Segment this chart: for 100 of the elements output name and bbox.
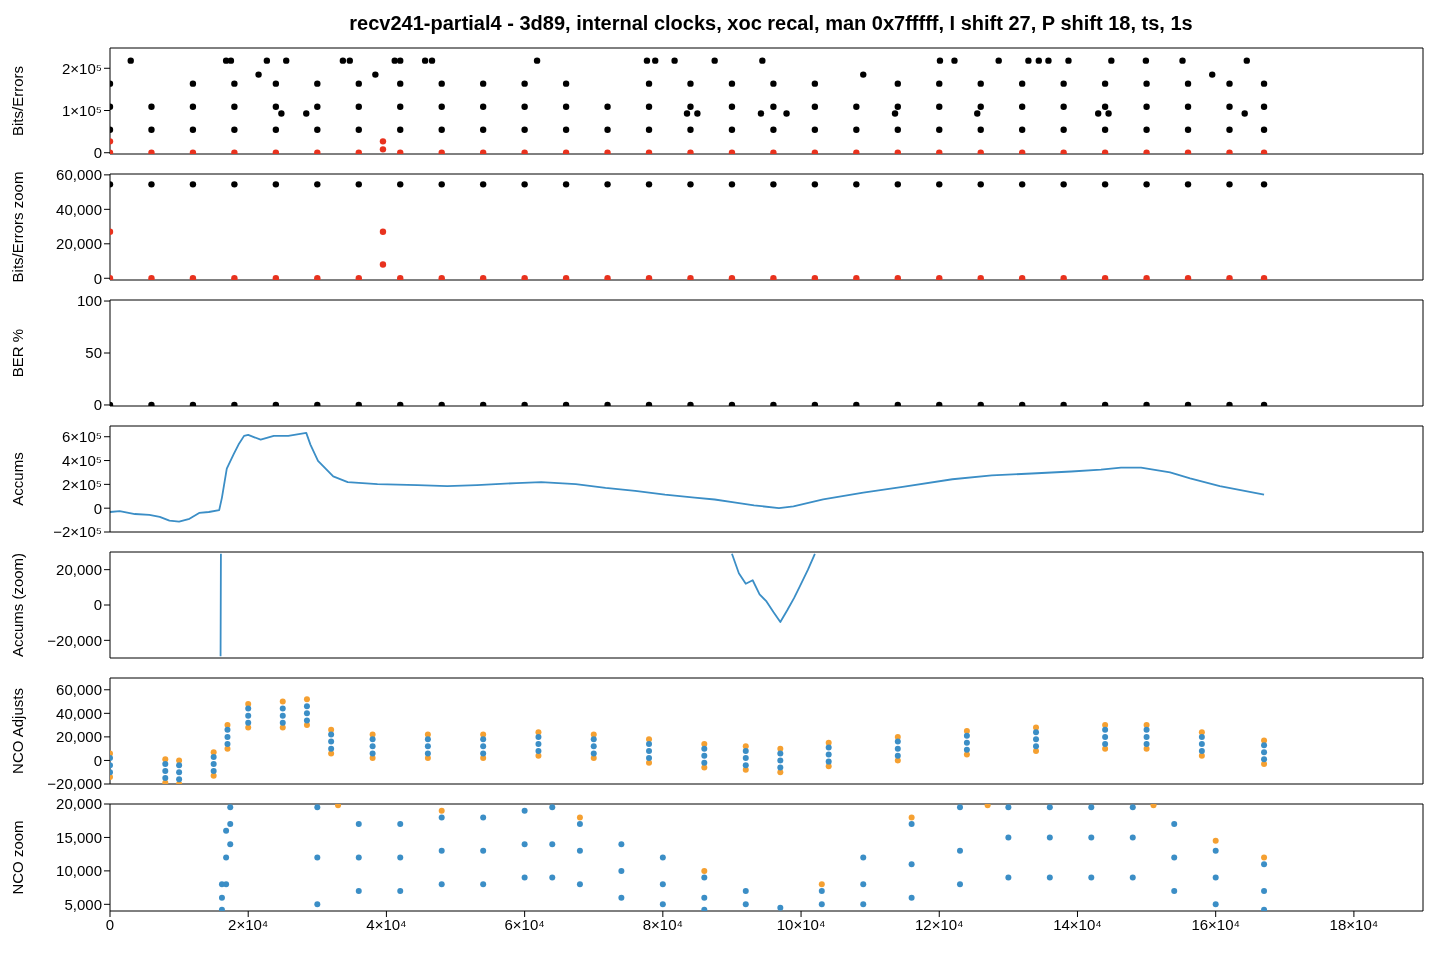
chart-title: recv241-partial4 - 3d89, internal clocks, xoc recal, man 0x7fffff, I shift 27, P shift 18, ts, 1s	[348, 11, 1194, 36]
point	[645, 181, 653, 188]
point	[936, 275, 943, 280]
point	[894, 80, 901, 87]
point	[314, 275, 321, 280]
point	[424, 755, 431, 762]
point	[1143, 103, 1150, 110]
point	[162, 768, 169, 775]
point	[1033, 736, 1040, 743]
line-series	[110, 432, 1265, 523]
point	[148, 149, 155, 154]
point	[1260, 181, 1268, 188]
point	[355, 854, 362, 861]
point	[533, 57, 541, 64]
point	[379, 146, 387, 153]
y-tick-label: 20,000	[56, 795, 102, 813]
point	[355, 80, 362, 87]
point	[279, 712, 286, 719]
point	[977, 126, 984, 133]
point	[148, 126, 155, 133]
point	[279, 698, 286, 705]
point	[176, 762, 183, 769]
point	[1198, 740, 1205, 747]
point	[974, 110, 981, 117]
point	[825, 739, 832, 746]
point	[369, 750, 376, 757]
point	[894, 275, 901, 280]
point	[263, 57, 271, 64]
point	[646, 740, 653, 747]
point	[1088, 874, 1095, 881]
point	[777, 750, 784, 757]
point	[1101, 80, 1109, 87]
point	[1018, 181, 1026, 188]
point	[977, 80, 984, 87]
point	[701, 906, 708, 911]
point	[908, 861, 915, 868]
point	[189, 181, 197, 188]
point	[346, 57, 353, 64]
point	[701, 740, 708, 747]
point	[397, 821, 404, 828]
point	[1046, 804, 1053, 811]
x-tick-label: 14×10⁴	[1053, 915, 1102, 933]
y-tick-label: 0	[93, 144, 102, 162]
point	[576, 847, 583, 854]
point	[1261, 756, 1268, 763]
point	[742, 755, 749, 762]
point	[825, 758, 832, 765]
point	[1102, 740, 1109, 747]
point	[279, 705, 286, 712]
point	[860, 901, 867, 908]
point	[894, 181, 901, 188]
point	[590, 755, 597, 762]
point	[1226, 126, 1233, 133]
point	[643, 57, 651, 64]
point	[1184, 126, 1192, 133]
point	[245, 700, 252, 707]
point	[936, 57, 944, 64]
point	[645, 126, 653, 133]
point	[853, 181, 860, 188]
point	[1046, 834, 1053, 841]
point	[227, 841, 234, 848]
y-axis-title: Bits/Errors	[9, 65, 27, 137]
point	[438, 80, 445, 87]
point	[977, 103, 984, 110]
point	[278, 110, 285, 117]
point	[1184, 80, 1192, 87]
point	[1198, 748, 1205, 755]
point	[891, 110, 899, 117]
point	[339, 57, 347, 64]
point	[1018, 103, 1026, 110]
point	[590, 743, 597, 750]
point	[379, 228, 387, 235]
point	[1065, 57, 1072, 64]
y-tick-label: 1×10⁵	[61, 101, 102, 119]
y-tick-label: −2×10⁵	[53, 523, 102, 541]
y-tick-label: 2×10⁵	[61, 475, 102, 493]
point	[590, 736, 597, 743]
point	[1033, 748, 1040, 755]
point	[223, 827, 230, 834]
point	[936, 181, 943, 188]
point	[314, 901, 321, 908]
point	[1261, 742, 1268, 749]
point	[770, 80, 777, 87]
point	[314, 149, 321, 154]
point	[777, 764, 784, 771]
point	[355, 181, 362, 188]
point	[421, 57, 429, 64]
point	[783, 110, 790, 117]
point	[770, 181, 777, 188]
point	[562, 80, 570, 87]
point	[908, 894, 915, 901]
point	[963, 746, 970, 753]
point	[1060, 275, 1067, 280]
y-tick-label: 40,000	[56, 200, 102, 218]
point	[701, 752, 708, 759]
point	[231, 126, 238, 133]
point	[687, 149, 694, 154]
y-tick-label: 0	[93, 596, 102, 614]
point	[1060, 149, 1067, 154]
point	[176, 769, 183, 776]
